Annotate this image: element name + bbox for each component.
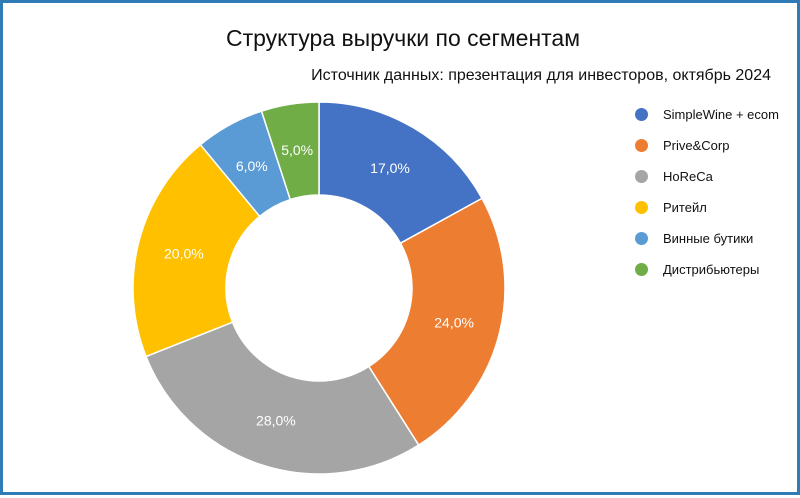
- legend-swatch-1: [635, 139, 648, 152]
- legend-swatch-4: [635, 232, 648, 245]
- legend-item-4: Винные бутики: [635, 223, 779, 254]
- legend-label-0: SimpleWine + ecom: [663, 107, 779, 122]
- slice-3: [132, 143, 261, 358]
- slice-1: [367, 197, 506, 447]
- slice-2: [145, 321, 420, 475]
- legend-label-3: Ритейл: [663, 200, 707, 215]
- chart-legend: SimpleWine + ecom Prive&Corp HoReCa Ритейл В…: [635, 99, 779, 285]
- legend-swatch-3: [635, 201, 648, 214]
- slice-label-5: 5,0%: [281, 142, 313, 158]
- legend-item-2: HoReCa: [635, 161, 779, 192]
- legend-label-2: HoReCa: [663, 169, 713, 184]
- donut-chart: 17,0% 24,0% 28,0% 20,0% 6,0% 5,0%: [132, 101, 506, 475]
- slice-label-0: 17,0%: [370, 160, 410, 176]
- slice-label-3: 20,0%: [164, 245, 204, 261]
- legend-swatch-2: [635, 170, 648, 183]
- slice-5: [260, 101, 320, 201]
- legend-swatch-0: [635, 108, 648, 121]
- slice-0: [318, 101, 484, 245]
- legend-label-1: Prive&Corp: [663, 138, 730, 153]
- legend-item-5: Дистрибьютеры: [635, 254, 779, 285]
- donut-slices: [132, 101, 506, 475]
- slice-label-1: 24,0%: [434, 315, 474, 331]
- legend-item-3: Ритейл: [635, 192, 779, 223]
- legend-item-1: Prive&Corp: [635, 130, 779, 161]
- legend-swatch-5: [635, 263, 648, 276]
- chart-title: Структура выручки по сегментам: [225, 25, 581, 51]
- slice-label-2: 28,0%: [256, 413, 296, 429]
- legend-item-0: SimpleWine + ecom: [635, 99, 779, 130]
- donut-slice-labels: 17,0% 24,0% 28,0% 20,0% 6,0% 5,0%: [164, 142, 474, 428]
- legend-label-4: Винные бутики: [663, 231, 754, 246]
- slice-label-4: 6,0%: [236, 158, 268, 174]
- legend-label-5: Дистрибьютеры: [663, 262, 760, 277]
- chart-subtitle: Источник данных: презентация для инвесто…: [311, 67, 771, 84]
